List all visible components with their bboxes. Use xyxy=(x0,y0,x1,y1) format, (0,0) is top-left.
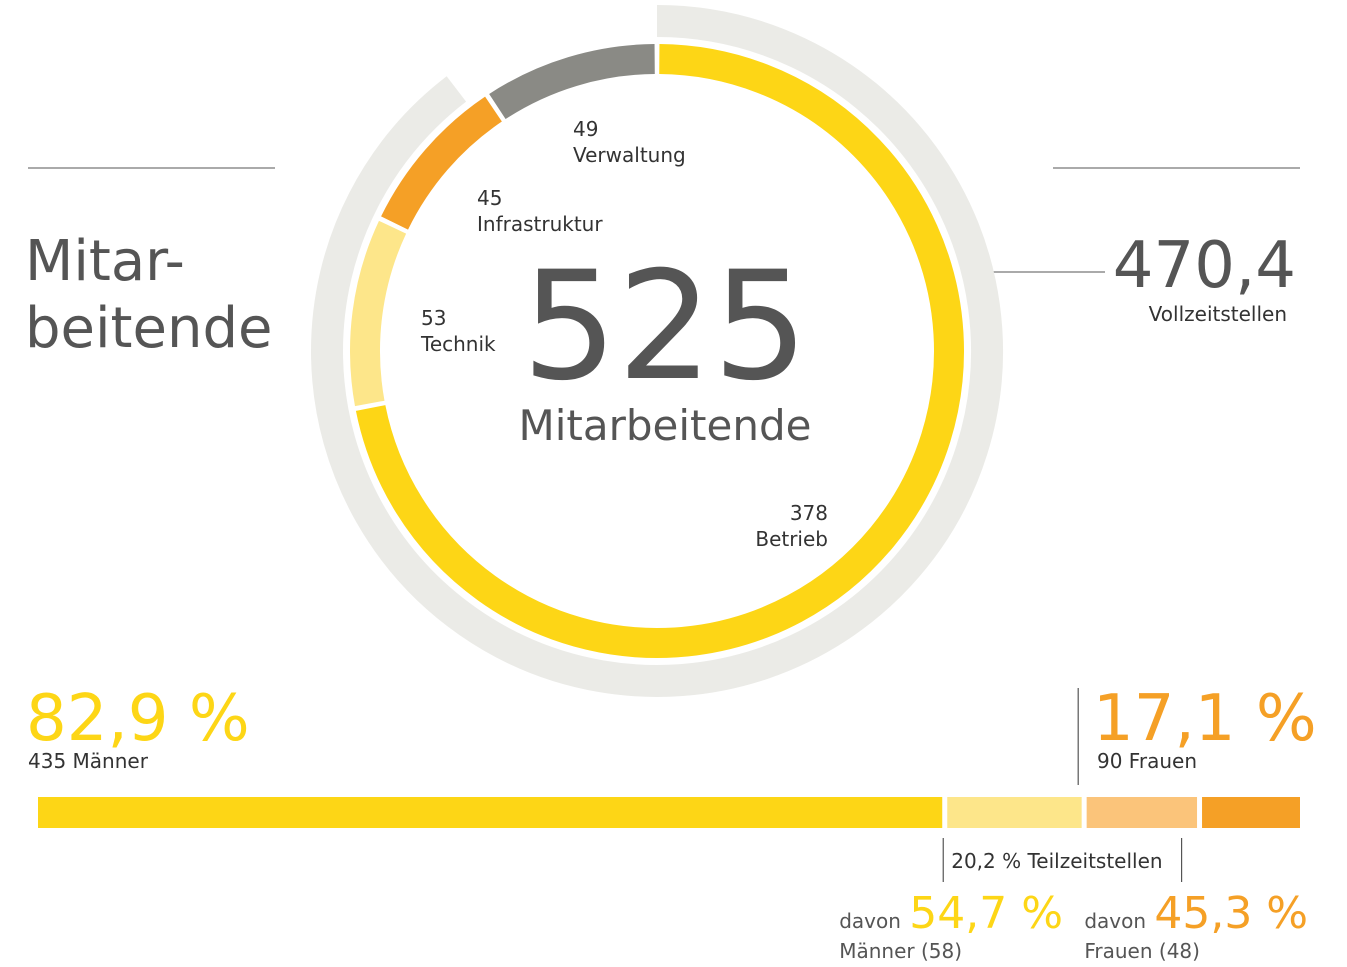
fte-label: Vollzeitstellen xyxy=(1149,302,1287,326)
segment-value: 53 xyxy=(421,306,446,330)
donut-segment xyxy=(489,44,655,120)
davon: davon xyxy=(839,909,901,933)
segment-label: Technik xyxy=(420,332,496,356)
women-text: 90 Frauen xyxy=(1097,749,1197,773)
outer-ring xyxy=(311,5,1003,697)
segment-value: 49 xyxy=(573,117,598,141)
donut-segment xyxy=(355,44,964,658)
segment-label: Betrieb xyxy=(755,527,828,551)
men-percent: 82,9 % xyxy=(26,682,250,756)
donut-segment xyxy=(381,96,503,230)
donut-segment xyxy=(350,220,407,407)
bar-segment xyxy=(947,797,1082,828)
title-line: Mitar- xyxy=(25,229,185,294)
sub-percent: 45,3 % xyxy=(1154,888,1308,939)
segment-label: Infrastruktur xyxy=(477,212,603,236)
sub-percent: 54,7 % xyxy=(909,888,1063,939)
women-percent: 17,1 % xyxy=(1093,682,1317,756)
men-text: 435 Männer xyxy=(28,749,149,773)
center-value: 525 xyxy=(522,240,808,414)
title-line: beitende xyxy=(25,296,272,361)
sub-text: Frauen (48) xyxy=(1084,939,1200,963)
segment-label: Verwaltung xyxy=(573,143,686,167)
fte-value: 470,4 xyxy=(1113,229,1296,303)
segment-value: 45 xyxy=(477,186,502,210)
bar-segment xyxy=(1086,797,1198,828)
davon: davon xyxy=(1084,909,1146,933)
segment-value: 378 xyxy=(790,501,828,525)
sub-text: Männer (58) xyxy=(839,939,962,963)
center-label: Mitarbeitende xyxy=(519,401,812,450)
part-time-label: 20,2 % Teilzeitstellen xyxy=(951,849,1162,873)
bar-segment xyxy=(38,797,943,828)
bar-segment xyxy=(1202,797,1300,828)
